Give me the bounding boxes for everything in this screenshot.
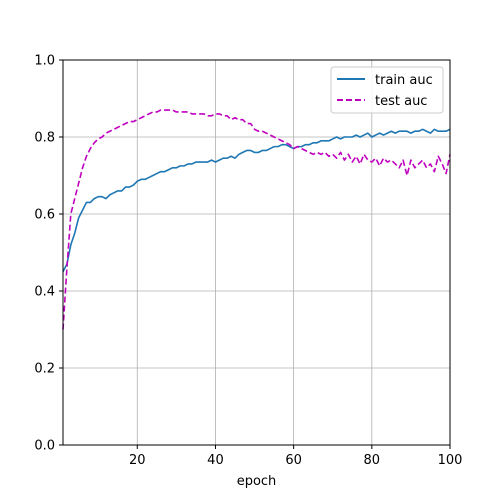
legend: train auc test auc — [330, 66, 444, 114]
x-tick-label: 20 — [129, 453, 146, 468]
plot-frame — [62, 59, 451, 446]
axis-ticks: 20 40 60 80 100 0.0 0.2 0.4 0.6 0.8 1.0 — [34, 54, 462, 469]
y-tick-label: 0.6 — [34, 208, 55, 223]
x-tick-label: 40 — [207, 453, 224, 468]
series-lines — [62, 109, 451, 330]
y-tick-label: 0.4 — [34, 285, 55, 300]
y-tick-label: 0.0 — [34, 439, 55, 454]
y-tick-label: 0.2 — [34, 362, 55, 377]
x-tick-label: 80 — [364, 453, 381, 468]
x-tick-label: 60 — [285, 453, 302, 468]
x-tick-label: 100 — [438, 453, 463, 468]
y-tick-label: 0.8 — [34, 131, 55, 146]
legend-label-test-auc: test auc — [375, 94, 427, 109]
series-line-test-auc — [62, 109, 451, 330]
legend-label-train-auc: train auc — [375, 73, 433, 88]
y-tick-label: 1.0 — [34, 54, 55, 69]
series-line-train-auc — [62, 128, 451, 273]
x-axis-label: epoch — [237, 474, 277, 489]
